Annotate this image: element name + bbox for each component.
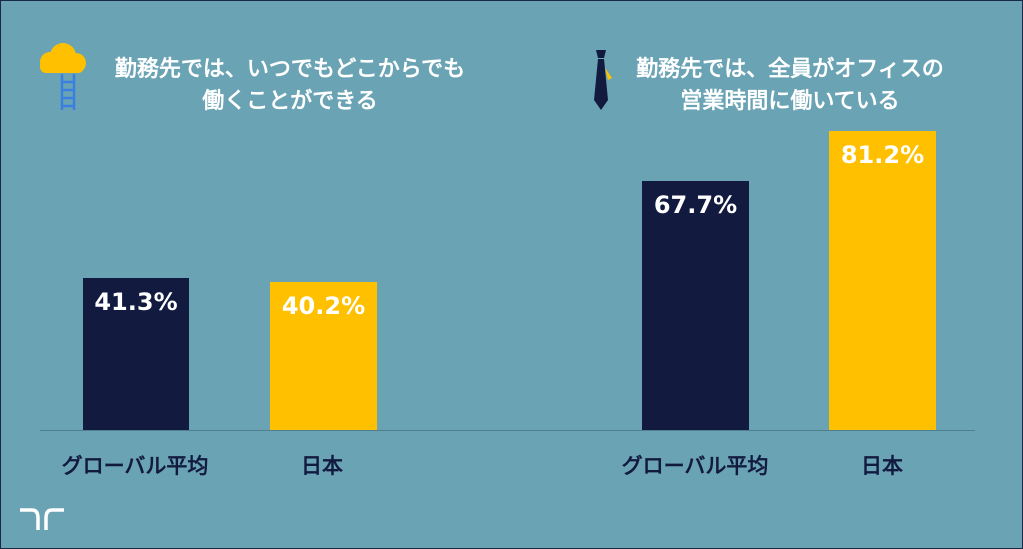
chart-title-1-line-1: 勤務先では、いつでもどこからでも bbox=[114, 57, 466, 82]
bar-chart2-japan: 81.2% bbox=[829, 131, 936, 430]
category-label-chart1-japan: 日本 bbox=[301, 454, 343, 478]
data-label-chart2-global: 67.7% bbox=[653, 190, 738, 219]
x-axis-baseline bbox=[40, 430, 975, 431]
category-label-chart1-global: グローバル平均 bbox=[61, 454, 209, 478]
chart-title-2: 勤務先では、全員がオフィスの 営業時間に働いている bbox=[620, 54, 960, 118]
chart-title-2-line-1: 勤務先では、全員がオフィスの bbox=[636, 57, 944, 82]
data-label-chart1-japan: 40.2% bbox=[281, 292, 366, 321]
category-label-chart2-japan: 日本 bbox=[861, 454, 903, 478]
chart-title-1-line-2: 働くことができる bbox=[202, 89, 378, 114]
data-label-chart1-global: 41.3% bbox=[94, 288, 178, 317]
necktie-icon bbox=[594, 50, 612, 110]
data-label-chart2-japan: 81.2% bbox=[840, 141, 925, 170]
category-label-chart2-global: グローバル平均 bbox=[621, 454, 769, 478]
brand-logo bbox=[20, 508, 64, 530]
chart-title-1: 勤務先では、いつでもどこからでも 働くことができる bbox=[100, 54, 480, 118]
bar-chart2-global: 67.7% bbox=[642, 180, 749, 430]
bar-chart1-global: 41.3% bbox=[83, 278, 189, 430]
cloud-ladder-icon bbox=[40, 43, 86, 110]
chart-title-2-line-2: 営業時間に働いている bbox=[680, 89, 900, 114]
bar-chart1-japan: 40.2% bbox=[270, 282, 377, 430]
